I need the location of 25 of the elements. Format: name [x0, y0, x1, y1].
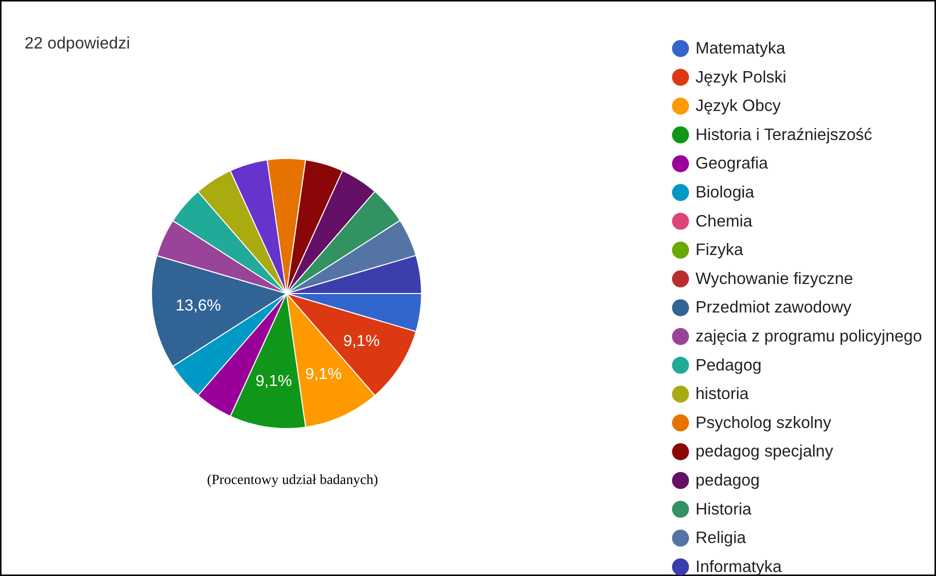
legend-label: Religia: [696, 529, 747, 548]
legend-label: zajęcia z programu policyjnego: [696, 328, 922, 346]
legend-label: Język Obcy: [696, 97, 782, 116]
legend-label: Informatyka: [696, 558, 783, 576]
legend-label: Przedmiot zawodowy: [696, 298, 852, 317]
legend-label: Geografia: [696, 154, 769, 173]
legend-label: pedagog specjalny: [696, 442, 834, 461]
legend-label: Fizyka: [696, 241, 744, 260]
data-label: 9,1%: [256, 373, 292, 390]
legend-label: Język Polski: [696, 68, 786, 86]
data-label: 9,1%: [343, 333, 380, 350]
legend-label: Historia: [696, 500, 752, 518]
legend-label: Pedagog: [696, 356, 762, 374]
data-label: 9,1%: [305, 366, 342, 384]
legend-label: Wychowanie fizyczne: [696, 270, 854, 288]
legend-label: Psycholog szkolny: [696, 414, 832, 432]
legend-label: Matematyka: [696, 40, 786, 58]
legend-label: historia: [696, 385, 750, 404]
legend-label: Chemia: [696, 212, 754, 230]
legend-label: Historia i Teraźniejszość: [696, 126, 872, 144]
text: 22 odpowiedzi: [24, 34, 130, 52]
text: (Procentowy udział badanych): [206, 473, 378, 488]
data-label: 13,6%: [176, 298, 221, 315]
legend-label: pedagog: [696, 472, 760, 490]
legend-label: Biologia: [696, 184, 756, 202]
